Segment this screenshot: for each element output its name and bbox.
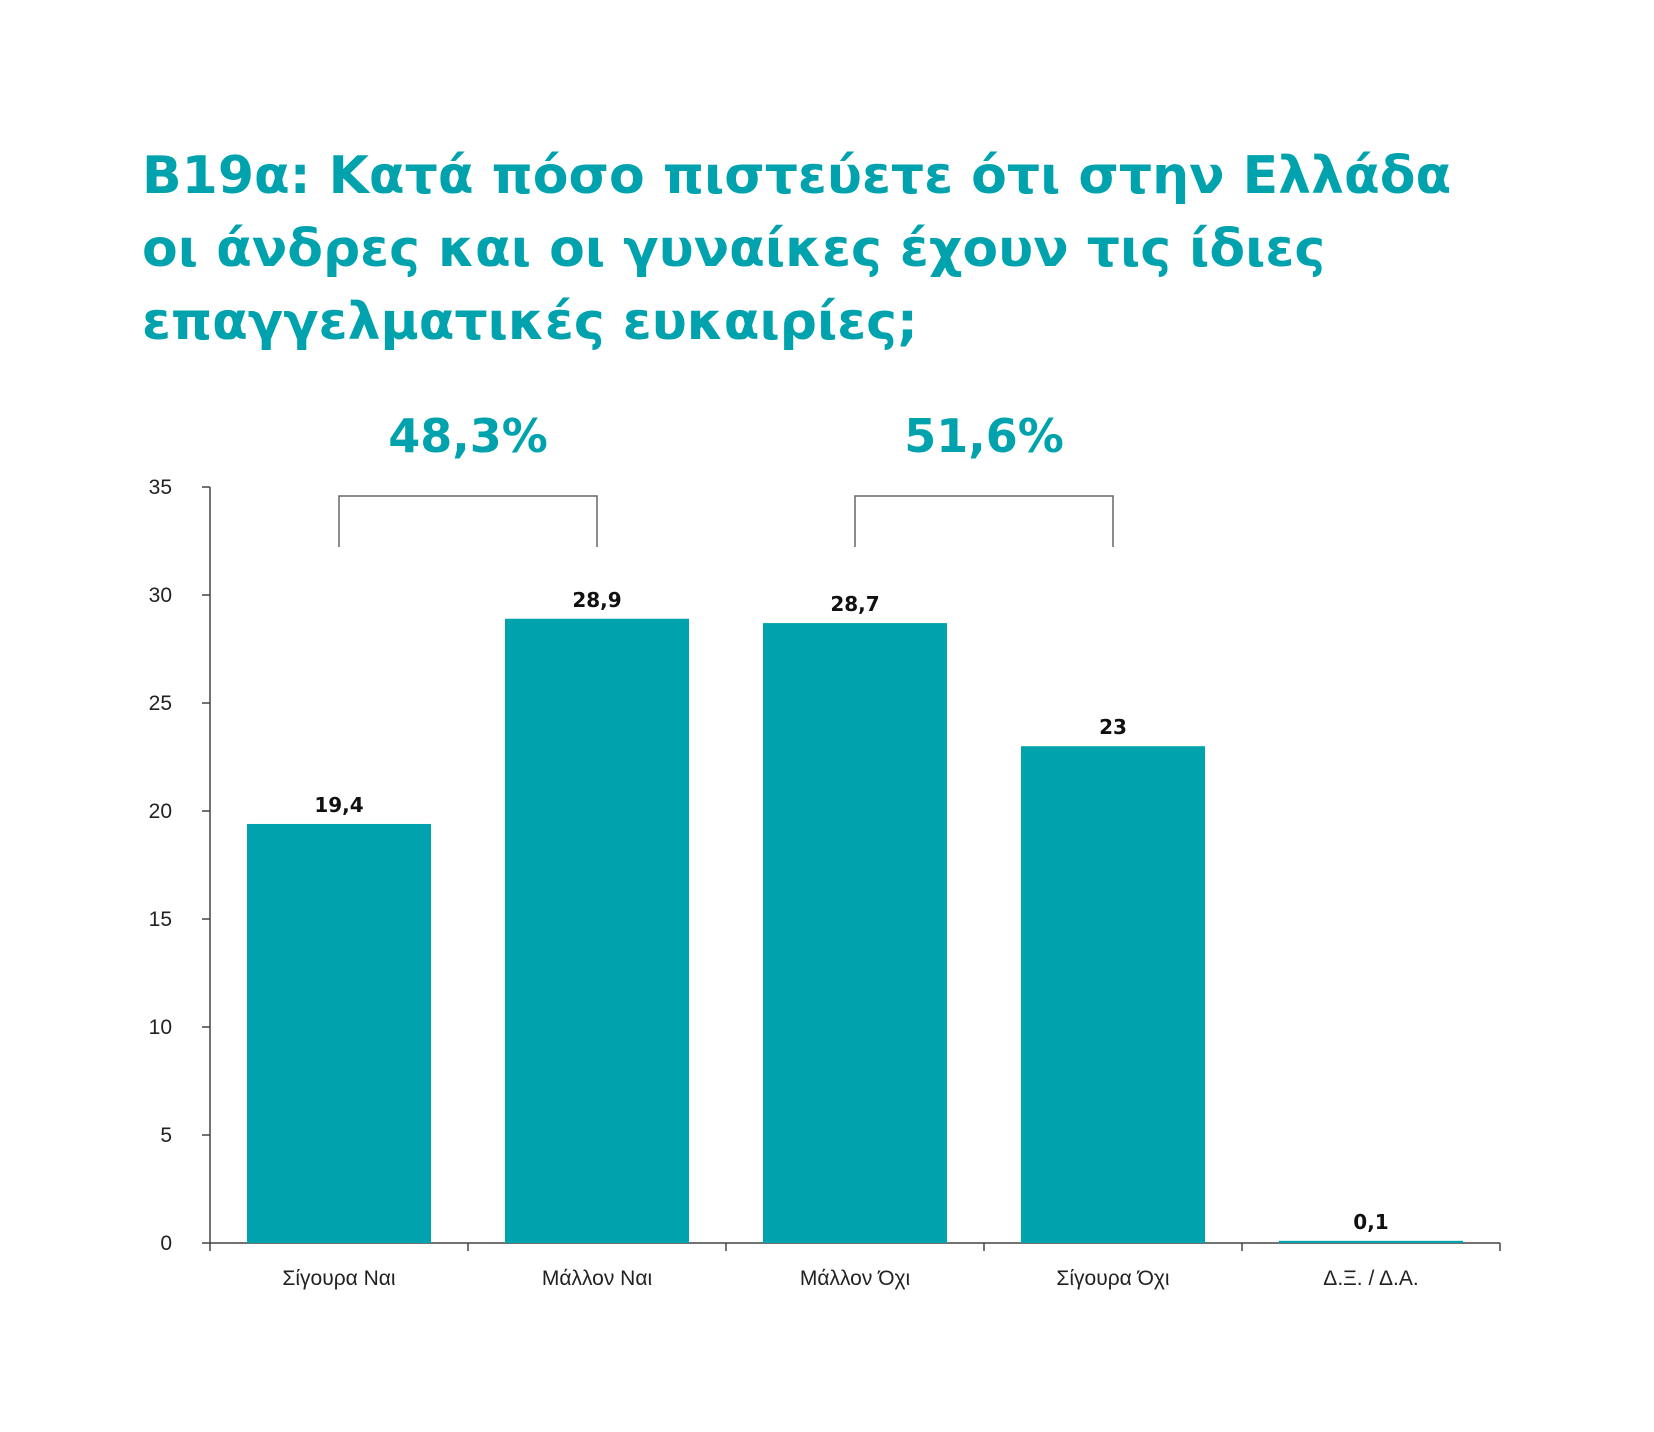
bar-value-label: 0,1 xyxy=(1353,1210,1388,1234)
bar-value-label: 28,7 xyxy=(830,592,879,616)
chart-title-line-2: οι άνδρες και οι γυναίκες έχουν τις ίδιε… xyxy=(142,219,1326,279)
chart-title-line-1: Β19α: Κατά πόσο πιστεύετε ότι στην Ελλάδ… xyxy=(142,146,1452,206)
y-tick-label: 25 xyxy=(149,692,172,715)
x-tick-label: Δ.Ξ. / Δ.Α. xyxy=(1323,1267,1418,1290)
group-total-label: 48,3% xyxy=(388,409,548,463)
group-bracket xyxy=(854,495,1114,547)
labels: 19,4 Σίγουρα Ναι 28,9 Μάλλον Ναι 28,7 Μάλλον … xyxy=(282,588,1418,1290)
chart-title-line-3: επαγγελματικές ευκαιρίες; xyxy=(142,292,918,352)
y-tick-label: 20 xyxy=(149,800,172,823)
y-tick-label: 15 xyxy=(149,908,172,931)
y-tick-label: 0 xyxy=(160,1232,172,1255)
x-tick-label: Μάλλον Όχι xyxy=(800,1267,911,1290)
chart-title: Β19α: Κατά πόσο πιστεύετε ότι στην Ελλάδ… xyxy=(142,140,1452,359)
bar xyxy=(763,623,947,1243)
y-tick-label: 30 xyxy=(149,584,172,607)
group-bracket xyxy=(338,495,598,547)
group-brackets: 48,3% 51,6% xyxy=(338,409,1114,547)
x-tick-label: Σίγουρα Όχι xyxy=(1056,1267,1170,1290)
y-tick-label: 5 xyxy=(160,1124,172,1147)
y-tick-label: 35 xyxy=(149,476,172,499)
bar xyxy=(247,823,431,1243)
y-tick-label: 10 xyxy=(149,1016,172,1039)
group-total-label: 51,6% xyxy=(904,409,1064,463)
bar-value-label: 28,9 xyxy=(572,588,621,612)
bars xyxy=(247,618,1463,1243)
x-tick-label: Μάλλον Ναι xyxy=(542,1267,653,1290)
bar xyxy=(1279,1240,1463,1243)
bar-value-label: 23 xyxy=(1099,715,1127,739)
bar xyxy=(505,618,689,1243)
x-tick-label: Σίγουρα Ναι xyxy=(282,1267,396,1290)
bar-value-label: 19,4 xyxy=(314,793,363,817)
bar xyxy=(1021,746,1205,1243)
